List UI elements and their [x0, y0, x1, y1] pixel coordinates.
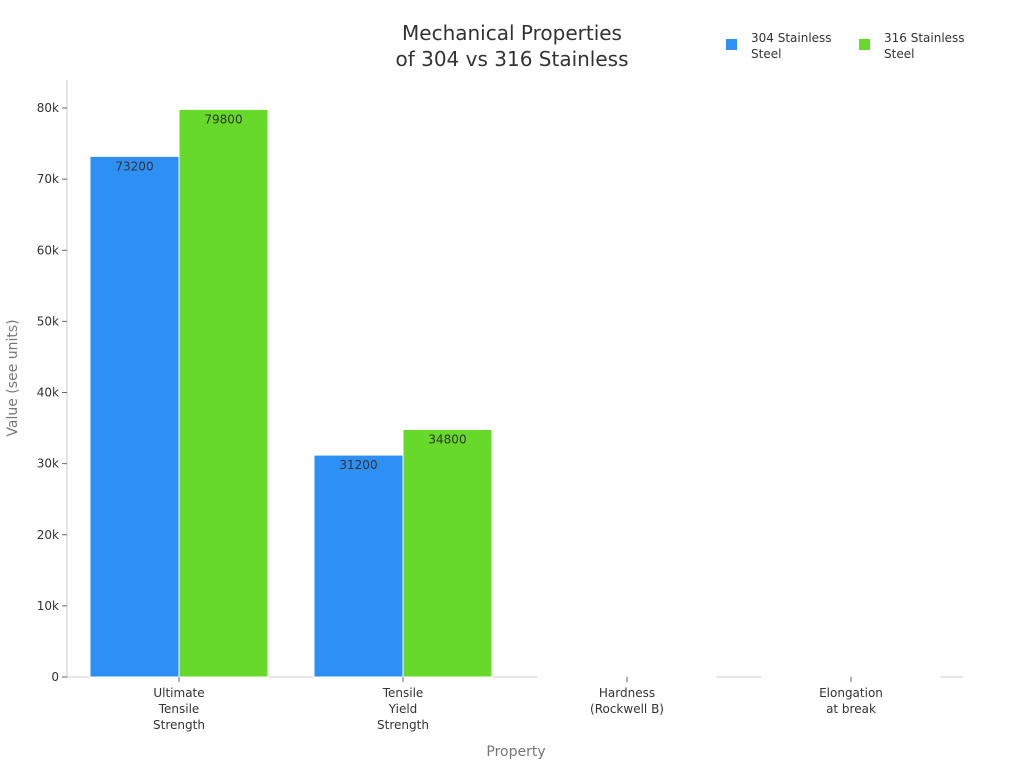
chart-title: Mechanical Properties of 304 vs 316 Stai…	[362, 20, 662, 72]
y-tick-label: 60k	[37, 243, 59, 257]
bar[interactable]	[402, 428, 493, 678]
x-tick-label: at break	[826, 702, 876, 716]
legend: 304 Stainless Steel 316 Stainless Steel	[726, 30, 974, 62]
y-tick-label: 0	[51, 670, 59, 684]
bar[interactable]	[761, 675, 852, 678]
x-tick-label: Strength	[153, 718, 205, 732]
bar[interactable]	[313, 454, 404, 678]
legend-item-316[interactable]: 316 Stainless Steel	[859, 30, 974, 62]
x-tick-label: Yield	[388, 702, 418, 716]
legend-swatch-316	[859, 39, 870, 50]
legend-item-304[interactable]: 304 Stainless Steel	[726, 30, 841, 62]
bar[interactable]	[626, 675, 717, 678]
title-line-2: of 304 vs 316 Stainless	[395, 47, 629, 71]
x-tick-label: Hardness	[599, 686, 655, 700]
x-tick-label: Elongation	[819, 686, 883, 700]
legend-label: Steel	[751, 47, 782, 61]
legend-label: Steel	[884, 47, 915, 61]
bar[interactable]	[89, 155, 180, 678]
x-tick-label: Tensile	[158, 702, 200, 716]
y-tick-label: 40k	[37, 386, 59, 400]
x-tick-label: (Rockwell B)	[590, 702, 664, 716]
x-axis-label: Property	[486, 744, 545, 760]
y-tick-label: 50k	[37, 314, 59, 328]
data-label: 34800	[428, 432, 466, 446]
title-line-1: Mechanical Properties	[402, 21, 622, 45]
bar[interactable]	[537, 675, 628, 678]
legend-label: 304 Stainless	[751, 31, 832, 45]
y-tick-label: 70k	[37, 172, 59, 186]
legend-swatch-304	[726, 39, 737, 50]
x-tick-label: Ultimate	[153, 686, 204, 700]
legend-label: 316 Stainless	[884, 31, 965, 45]
data-label: 31200	[339, 458, 377, 472]
y-tick-label: 30k	[37, 457, 59, 471]
data-label: 79800	[204, 112, 242, 126]
y-tick-label: 20k	[37, 528, 59, 542]
y-axis-label: Value (see units)	[5, 319, 21, 436]
data-label: 73200	[115, 159, 153, 173]
bar[interactable]	[850, 675, 941, 678]
bar[interactable]	[178, 108, 269, 678]
x-tick-label: Strength	[377, 718, 429, 732]
x-tick-label: Tensile	[382, 686, 424, 700]
y-tick-label: 80k	[37, 101, 59, 115]
y-tick-label: 10k	[37, 599, 59, 613]
